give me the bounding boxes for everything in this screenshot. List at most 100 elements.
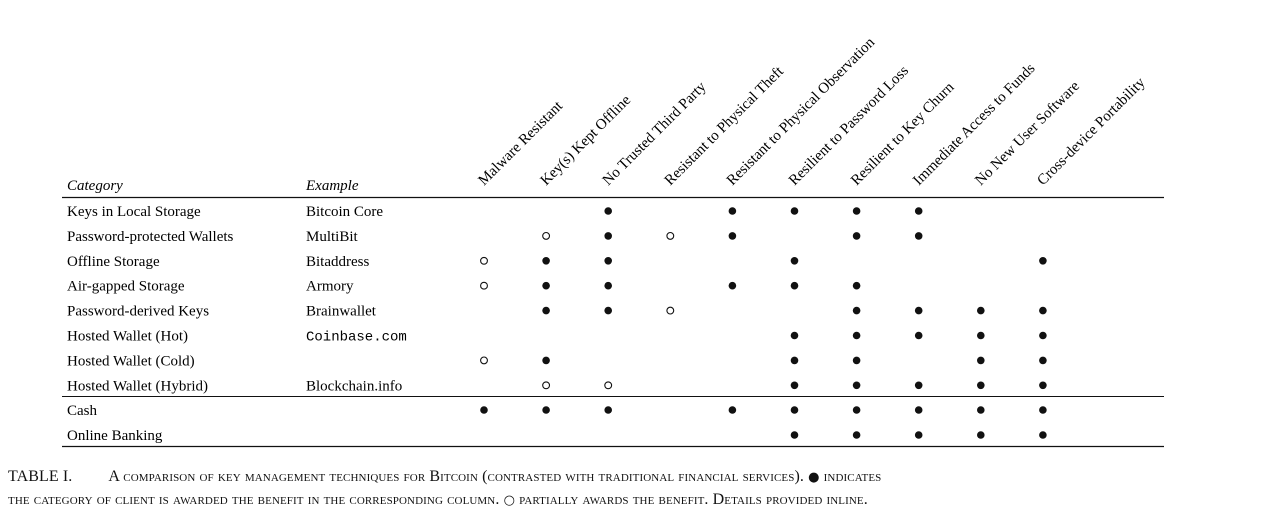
- full-benefit-dot: [852, 356, 861, 365]
- full-benefit-dot: [1039, 431, 1047, 439]
- full-benefit-dot: [977, 431, 985, 439]
- full-benefit-dot: [1039, 381, 1047, 390]
- full-benefit-dot: [914, 232, 923, 240]
- column-header-4: Resistant to Physical Theft: [662, 63, 788, 189]
- column-header-9: No New User Software: [972, 78, 1083, 189]
- partial-benefit-dot: [480, 256, 488, 265]
- caption-line-2: the category of client is awarded the be…: [8, 489, 1270, 512]
- full-benefit-dot: [790, 257, 799, 265]
- row-category: Online Banking: [67, 428, 163, 444]
- full-benefit-dot: [790, 331, 799, 340]
- full-benefit-dot: [542, 257, 550, 265]
- table-row: Cash: [67, 403, 1047, 419]
- full-benefit-dot: [852, 232, 861, 240]
- column-header-10: Cross-device Portability: [1034, 74, 1148, 188]
- table-caption: TABLE I. A comparison of key management t…: [8, 466, 1270, 512]
- column-header-3: No Trusted Third Party: [600, 79, 710, 189]
- row-category: Air-gapped Storage: [67, 279, 185, 295]
- partial-benefit-dot: [542, 231, 551, 240]
- full-benefit-dot: [790, 431, 799, 439]
- row-category: Password-protected Wallets: [67, 229, 234, 245]
- caption-text-3: the category of client is awarded the be…: [8, 491, 500, 508]
- table-body: Keys in Local Storage Bitcoin Core Passwor…: [67, 204, 1047, 444]
- full-benefit-dot: [852, 207, 861, 215]
- full-benefit-dot: [977, 406, 985, 414]
- full-benefit-dot: [728, 281, 737, 290]
- column-header-7: Resilient to Key Churn: [848, 79, 958, 189]
- row-example: Armory: [306, 279, 354, 295]
- row-example: Bitaddress: [306, 254, 369, 270]
- header-category: Category: [67, 178, 123, 194]
- table-row: Air-gapped Storage Armory: [67, 279, 861, 295]
- row-example: Brainwallet: [306, 304, 377, 320]
- full-benefit-dot: [604, 207, 612, 215]
- full-benefit-dot: [852, 331, 861, 340]
- full-benefit-dot: [852, 281, 861, 290]
- full-benefit-dot: [977, 356, 985, 365]
- row-example: Coinbase.com: [306, 330, 407, 346]
- full-benefit-dot: [977, 306, 985, 315]
- partial-benefit-dot: [666, 306, 675, 315]
- caption-text-2: indicates: [823, 468, 882, 485]
- full-benefit-dot: [1039, 331, 1047, 340]
- partial-benefit-dot: [542, 381, 551, 390]
- column-header-8: Immediate Access to Funds: [910, 60, 1038, 188]
- full-benefit-dot: [480, 406, 488, 414]
- table-row: Hosted Wallet (Hot) Coinbase.com: [67, 329, 1047, 346]
- row-example: Bitcoin Core: [306, 204, 383, 220]
- full-benefit-dot: [728, 232, 737, 240]
- full-benefit-dot: [542, 306, 550, 315]
- partial-dot-symbol: ○: [503, 493, 516, 508]
- full-benefit-dot: [914, 331, 923, 340]
- column-header-6: Resilient to Password Loss: [786, 63, 912, 189]
- full-benefit-dot: [977, 331, 985, 340]
- full-benefit-dot: [914, 431, 923, 439]
- full-benefit-dot: [852, 306, 861, 315]
- row-example: Blockchain.info: [306, 378, 402, 394]
- row-category: Hosted Wallet (Cold): [67, 353, 195, 369]
- full-benefit-dot: [542, 406, 550, 414]
- full-benefit-dot: [790, 381, 799, 390]
- row-category: Hosted Wallet (Hybrid): [67, 378, 208, 394]
- full-benefit-dot: [728, 207, 737, 215]
- row-category: Keys in Local Storage: [67, 204, 201, 220]
- full-benefit-dot: [790, 281, 799, 290]
- full-benefit-dot: [542, 356, 550, 365]
- full-benefit-dot: [852, 381, 861, 390]
- row-category: Hosted Wallet (Hot): [67, 329, 188, 345]
- full-benefit-dot: [604, 306, 612, 315]
- row-category: Password-derived Keys: [67, 304, 209, 320]
- table-row: Hosted Wallet (Cold): [67, 353, 1047, 369]
- table-row: Keys in Local Storage Bitcoin Core: [67, 204, 923, 220]
- caption-line-1: TABLE I. A comparison of key management t…: [8, 466, 1270, 489]
- partial-benefit-dot: [480, 281, 488, 290]
- caption-text-1: A comparison of key management technique…: [108, 468, 804, 485]
- caption-label: TABLE I.: [8, 468, 73, 485]
- row-category: Offline Storage: [67, 254, 160, 270]
- table-row: Password-protected Wallets MultiBit: [67, 229, 923, 245]
- row-category: Cash: [67, 403, 98, 419]
- full-benefit-dot: [914, 406, 923, 414]
- full-benefit-dot: [604, 406, 612, 414]
- full-benefit-dot: [852, 431, 861, 439]
- full-benefit-dot: [728, 406, 737, 414]
- full-dot-symbol: ●: [808, 470, 820, 485]
- table-row: Hosted Wallet (Hybrid) Blockchain.info: [67, 378, 1047, 394]
- partial-benefit-dot: [480, 356, 488, 365]
- full-benefit-dot: [852, 406, 861, 414]
- full-benefit-dot: [1039, 257, 1047, 265]
- full-benefit-dot: [790, 207, 799, 215]
- table-row: Online Banking: [67, 428, 1047, 444]
- partial-benefit-dot: [604, 381, 613, 390]
- full-benefit-dot: [977, 381, 985, 390]
- table-row: Offline Storage Bitaddress: [67, 254, 1047, 270]
- header-example: Example: [305, 178, 359, 194]
- full-benefit-dot: [914, 381, 923, 390]
- full-benefit-dot: [1039, 356, 1047, 365]
- table-row: Password-derived Keys Brainwallet: [67, 304, 1047, 320]
- full-benefit-dot: [604, 257, 612, 265]
- partial-benefit-dot: [666, 231, 675, 240]
- full-benefit-dot: [1039, 406, 1047, 414]
